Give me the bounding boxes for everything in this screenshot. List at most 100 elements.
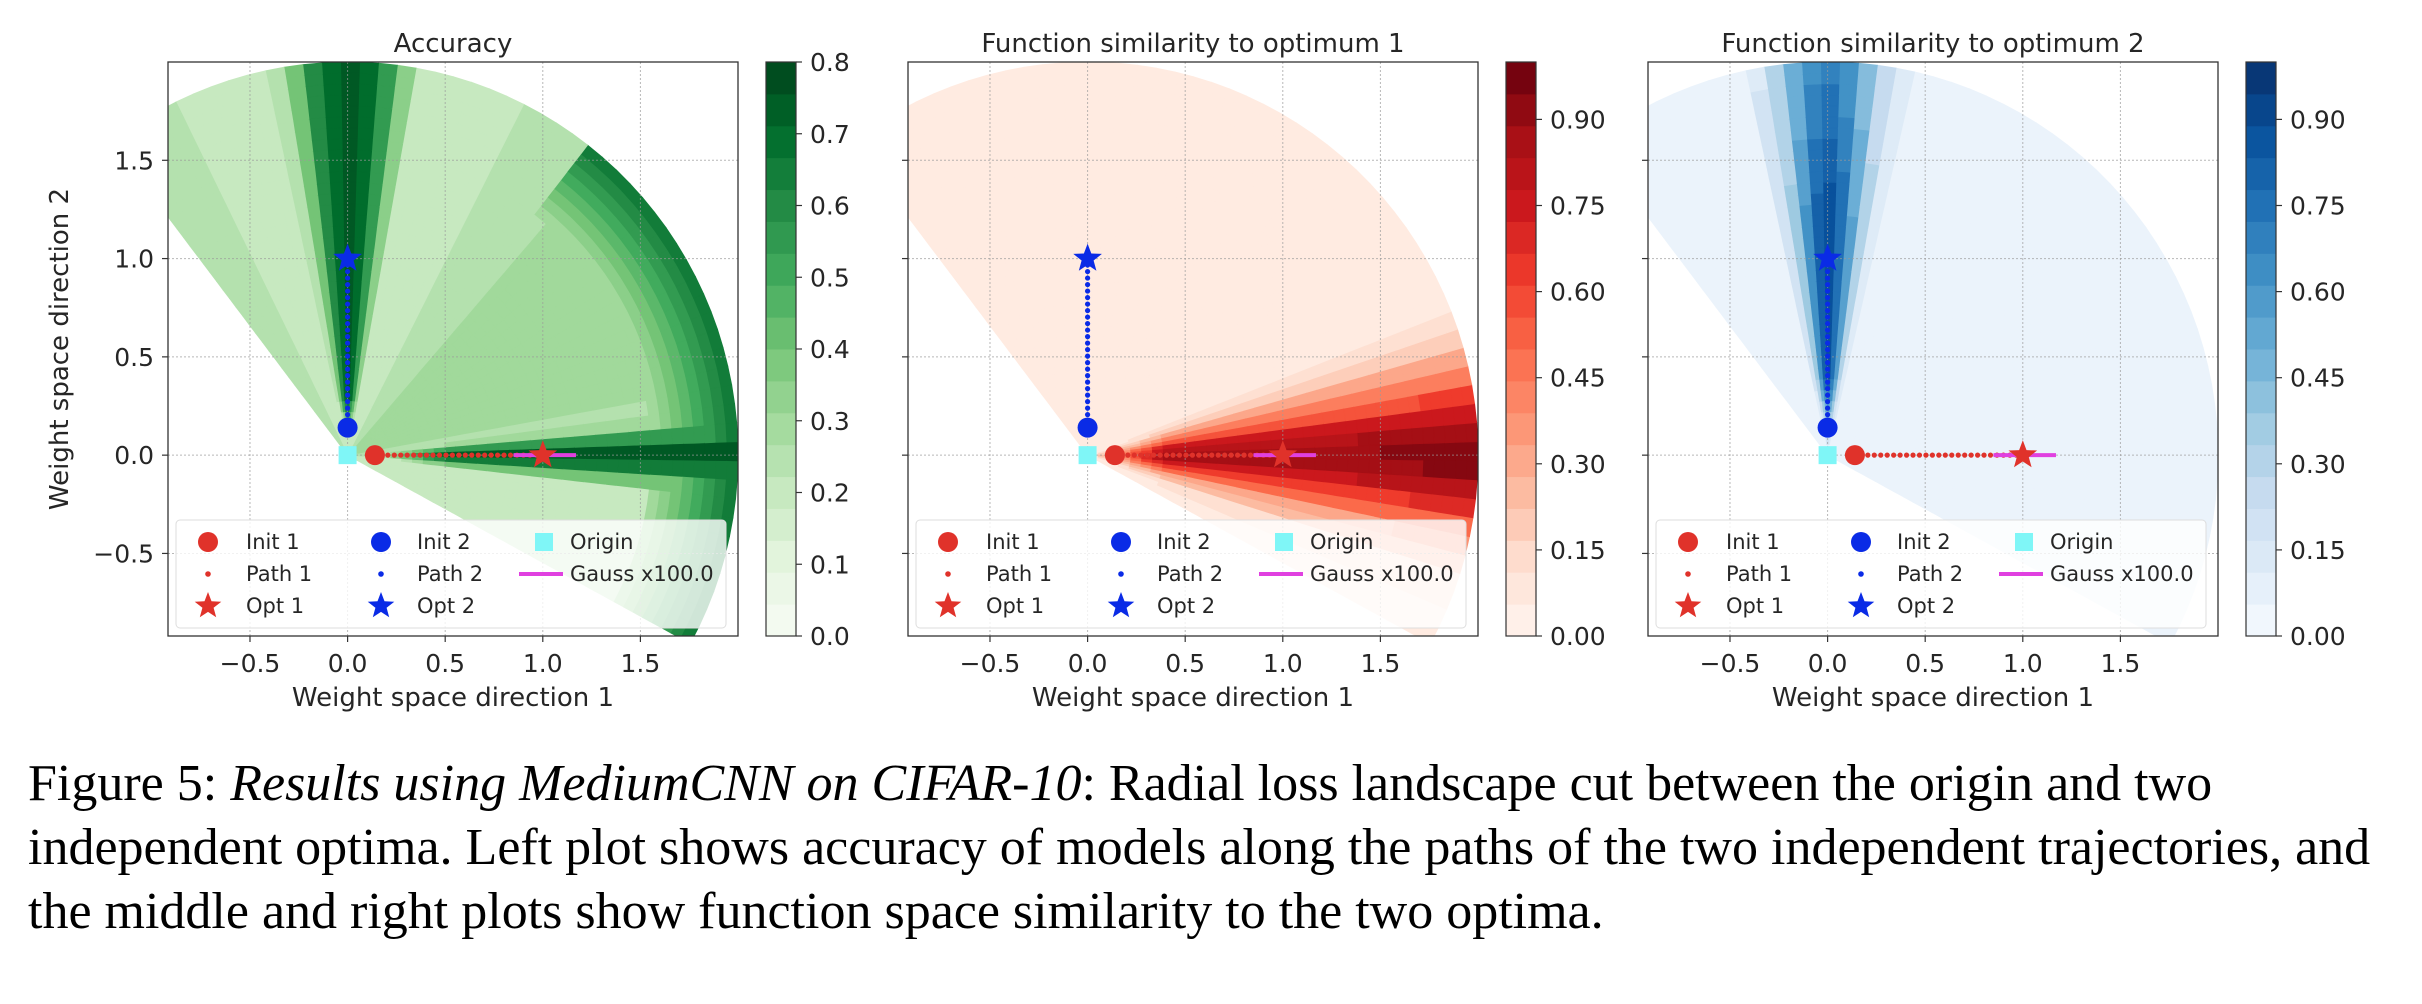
colorbar-band [2246, 412, 2276, 446]
colorbar-band [766, 125, 796, 159]
legend-box [1655, 519, 2207, 629]
colorbar-band [1506, 317, 1536, 350]
colorbar-band [2246, 317, 2276, 350]
panel-2: Init 1 Path 1 Opt 1 Init 2 Path 2 Opt 2 Origin… [902, 29, 1606, 713]
legend-label: Opt 2 [417, 594, 475, 618]
legend: Init 1 Path 1 Opt 1 Init 2 Path 2 Opt 2 Origin… [1655, 519, 2207, 629]
x-axis-label: Weight space direction 1 [1032, 683, 1354, 713]
caption-label: Figure 5: [28, 755, 218, 812]
origin-marker [1818, 446, 1837, 465]
panel-1: Init 1 Path 1 Opt 1 Init 2 Path 2 Opt 2 Origin… [45, 29, 850, 713]
axes-frame [167, 61, 739, 637]
y-tick-label: 0.5 [114, 343, 154, 372]
legend-box [175, 519, 727, 629]
opt-2-marker [333, 243, 362, 271]
legend-opt-2-swatch [367, 592, 395, 618]
opt-2-marker [1073, 243, 1102, 271]
colorbar-band [2246, 221, 2276, 254]
legend-label: Path 1 [246, 562, 312, 586]
colorbar-band [766, 572, 796, 605]
legend-label: Path 1 [1726, 562, 1792, 586]
colorbar-tick-label: 0.90 [2290, 105, 2346, 134]
colorbar-band [2246, 508, 2276, 541]
colorbar-band [766, 189, 796, 222]
legend-opt-1-swatch [934, 592, 962, 618]
legend-label: Init 1 [1726, 530, 1780, 554]
opt-1-marker [2008, 440, 2038, 468]
colorbar-band [766, 380, 796, 414]
legend-path-2-swatch [1118, 571, 1124, 577]
colorbar-band [766, 604, 796, 637]
opt-1-marker [1268, 440, 1298, 468]
x-tick-label: 0.5 [425, 649, 465, 678]
colorbar-tick-label: 0.3 [810, 407, 850, 436]
legend-label: Opt 2 [1897, 594, 1955, 618]
colorbar-frame [1505, 61, 1537, 637]
colorbar-tick-label: 0.60 [1550, 278, 1606, 307]
x-tick-label: −0.5 [960, 649, 1021, 678]
legend-opt-2-swatch [1847, 592, 1875, 618]
colorbar: 0.0 0.1 0.2 0.3 0.4 0.5 0.6 0.7 0.8 [765, 48, 850, 651]
colorbar-band [2246, 253, 2276, 286]
x-tick-label: 0.0 [1068, 649, 1108, 678]
colorbar-tick-label: 0.15 [2290, 536, 2346, 565]
colorbar-band [1506, 125, 1536, 159]
colorbar-tick-label: 0.75 [2290, 192, 2346, 221]
colorbar-band [1506, 380, 1536, 414]
colorbar-tick-label: 0.30 [2290, 450, 2346, 479]
colorbar-band [2246, 380, 2276, 414]
panel-title: Function similarity to optimum 1 [981, 29, 1404, 59]
legend-path-1-swatch [205, 571, 211, 577]
legend-init-2-swatch [371, 532, 391, 552]
colorbar-band [1506, 508, 1536, 541]
legend-path-2-swatch [378, 571, 384, 577]
x-tick-label: 0.0 [328, 649, 368, 678]
y-tick-label: 1.5 [114, 146, 154, 175]
colorbar-band [766, 444, 796, 478]
colorbar-band [2246, 285, 2276, 318]
legend: Init 1 Path 1 Opt 1 Init 2 Path 2 Opt 2 Origin… [915, 519, 1467, 629]
colorbar-band [766, 221, 796, 254]
colorbar-band [2246, 93, 2276, 127]
colorbar-band [1506, 476, 1536, 509]
opt-2-marker [1813, 243, 1842, 271]
legend-opt-1-swatch [1674, 592, 1702, 618]
colorbar-band [1506, 221, 1536, 254]
legend-path-1-swatch [945, 571, 951, 577]
colorbar-band [766, 508, 796, 541]
panel-3: Init 1 Path 1 Opt 1 Init 2 Path 2 Opt 2 Origin… [1642, 29, 2346, 713]
x-tick-label: 1.5 [621, 649, 661, 678]
y-axis-label: Weight space direction 2 [45, 188, 75, 510]
origin-marker [338, 446, 357, 465]
legend-label: Init 1 [986, 530, 1040, 554]
colorbar-tick-label: 0.7 [810, 120, 850, 149]
colorbar-frame [2245, 61, 2277, 637]
colorbar-band [766, 540, 796, 573]
colorbar-band [1506, 444, 1536, 478]
legend: Init 1 Path 1 Opt 1 Init 2 Path 2 Opt 2 Origin… [175, 519, 727, 629]
colorbar-band [1506, 540, 1536, 573]
colorbar-band [1506, 412, 1536, 446]
axes-frame [907, 61, 1479, 637]
x-tick-label: −0.5 [220, 649, 281, 678]
y-tick-label: 1.0 [114, 245, 154, 274]
colorbar-tick-label: 0.00 [1550, 622, 1606, 651]
legend-label: Init 2 [1897, 530, 1951, 554]
colorbar-band [766, 157, 796, 191]
colorbar-band [1506, 349, 1536, 382]
colorbar-band [2246, 540, 2276, 573]
legend-label: Path 2 [417, 562, 483, 586]
colorbar-band [766, 412, 796, 446]
legend-label: Init 2 [417, 530, 471, 554]
colorbar-band [2246, 476, 2276, 509]
legend-opt-1-swatch [194, 592, 222, 618]
legend-label: Opt 1 [986, 594, 1044, 618]
legend-opt-2-swatch [1107, 592, 1135, 618]
colorbar-tick-label: 0.90 [1550, 105, 1606, 134]
figure-caption: Figure 5: Results using MediumCNN on CIF… [28, 752, 2398, 944]
colorbar-band [2246, 349, 2276, 382]
colorbar-tick-label: 0.5 [810, 263, 850, 292]
legend-label: Init 1 [246, 530, 300, 554]
legend-label: Opt 2 [1157, 594, 1215, 618]
colorbar-band [766, 349, 796, 382]
